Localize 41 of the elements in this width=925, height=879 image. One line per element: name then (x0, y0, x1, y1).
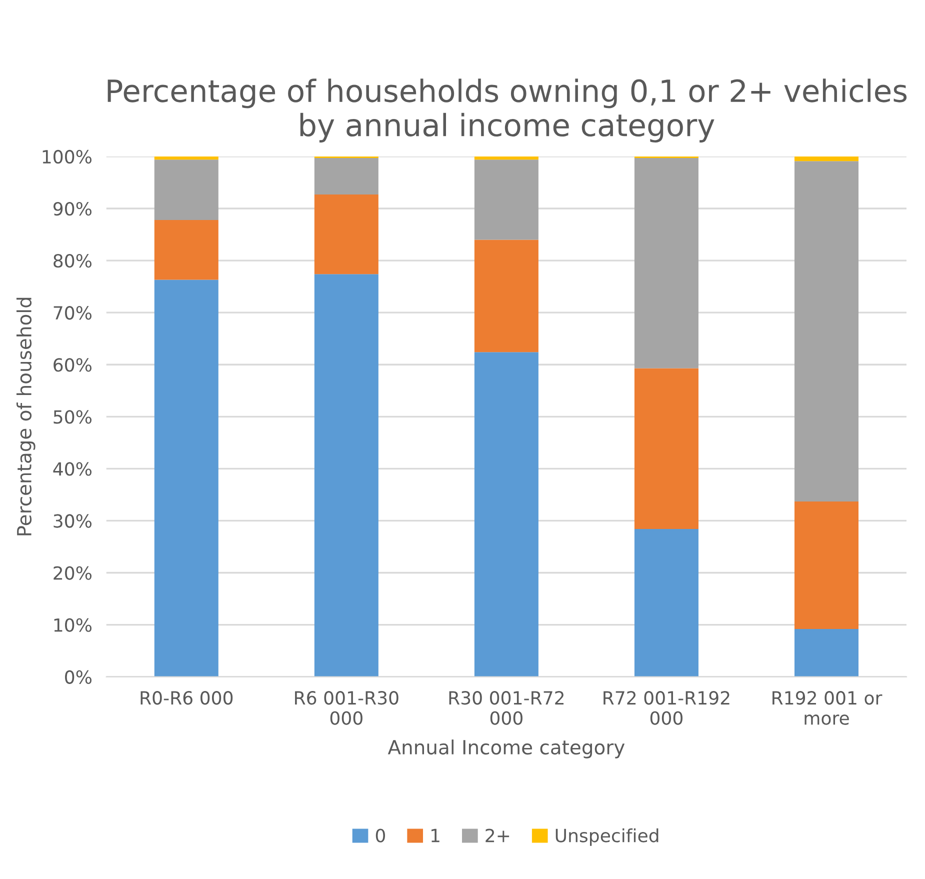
y-axis-title: Percentage of household (16, 298, 36, 536)
y-tick-label: 40% (53, 462, 92, 476)
y-tick-label: 20% (54, 566, 92, 580)
bar (794, 156, 858, 162)
x-tick-label: R6 001-R30 000 (295, 691, 398, 725)
bar (634, 529, 698, 677)
y-tick-label: 70% (54, 306, 92, 320)
bar (314, 274, 378, 677)
bar (314, 194, 378, 274)
y-tick-label: 30% (54, 514, 92, 528)
bar (474, 240, 538, 352)
legend-label: 2+ (486, 828, 510, 842)
bar (474, 160, 538, 240)
y-tick-label: 50% (54, 410, 92, 424)
x-tick-label: R72 001-R192 000 (604, 691, 730, 725)
legend-label: 0 (376, 828, 385, 842)
x-tick-label: R192 001 or more (772, 691, 882, 725)
bar (154, 160, 218, 220)
bar (474, 352, 538, 677)
y-tick-label: 60% (54, 358, 92, 372)
bar (314, 158, 378, 194)
y-tick-label: 100% (42, 150, 92, 164)
x-axis-title: Annual Income category (388, 740, 625, 758)
x-tick-label: R0-R6 000 (140, 691, 233, 705)
y-tick-label: 0% (65, 670, 92, 684)
y-tick-label: 90% (53, 202, 92, 216)
legend-label: 1 (432, 828, 440, 842)
bar (794, 628, 858, 677)
x-tick-label: R30 001-R72 000 (449, 691, 564, 725)
bar (154, 156, 218, 160)
bar (794, 161, 858, 502)
bar (634, 158, 698, 368)
y-tick-label: 80% (54, 254, 92, 268)
bar (154, 280, 218, 677)
bar (154, 220, 218, 280)
chart-title: Percentage of households owning 0,1 or 2+ vehicles by annual income category (108, 78, 907, 142)
y-tick-label: 10% (54, 618, 92, 632)
bar (794, 501, 858, 629)
bar (474, 156, 538, 160)
legend-label: Unspecified (556, 828, 658, 846)
bar (634, 368, 698, 530)
